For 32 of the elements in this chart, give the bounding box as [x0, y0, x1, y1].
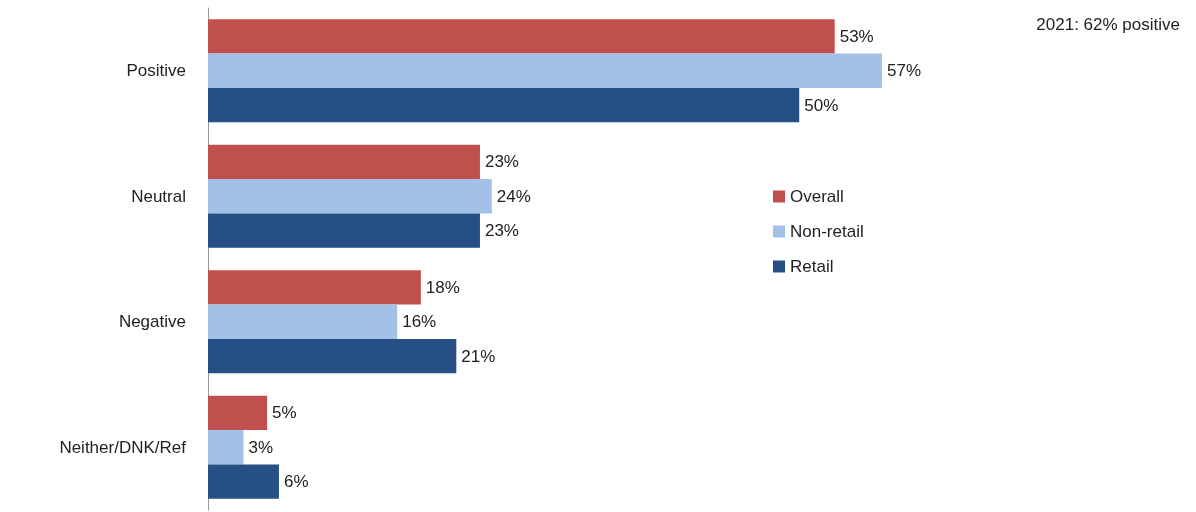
data-label: 6%: [283, 472, 309, 492]
y-tick-label: Neither/DNK/Ref: [59, 437, 187, 457]
data-label: 5%: [272, 403, 297, 423]
data-label: 57%: [887, 61, 922, 81]
bar: [208, 464, 279, 499]
data-label: 23%: [484, 221, 519, 241]
bar: [208, 213, 480, 248]
y-tick-label: Neutral: [131, 186, 186, 206]
bar: [208, 53, 882, 88]
data-label: 18%: [425, 277, 460, 297]
text: 2021: 62% positive: [1036, 15, 1180, 34]
bar: [208, 87, 800, 123]
data-label: 24%: [496, 186, 531, 206]
data-label: 16%: [402, 312, 437, 332]
y-tick-label: Positive: [126, 61, 186, 81]
data-label: 3%: [248, 437, 274, 457]
data-label: 23%: [484, 152, 519, 172]
bar: [208, 304, 398, 339]
bar: [208, 19, 835, 54]
legend-label: Retail: [790, 257, 834, 276]
data-label: 50%: [804, 95, 839, 115]
y-tick-label: Negative: [118, 312, 186, 332]
legend-label: Non-retail: [790, 222, 864, 241]
legend-label: Overall: [790, 187, 844, 206]
bar: [208, 338, 457, 374]
bar: [208, 144, 480, 180]
bar: [208, 270, 421, 305]
bar: [208, 179, 492, 214]
data-label: 21%: [461, 346, 496, 366]
bar: [208, 430, 244, 465]
bar: [208, 395, 268, 431]
data-label: 53%: [839, 26, 874, 46]
